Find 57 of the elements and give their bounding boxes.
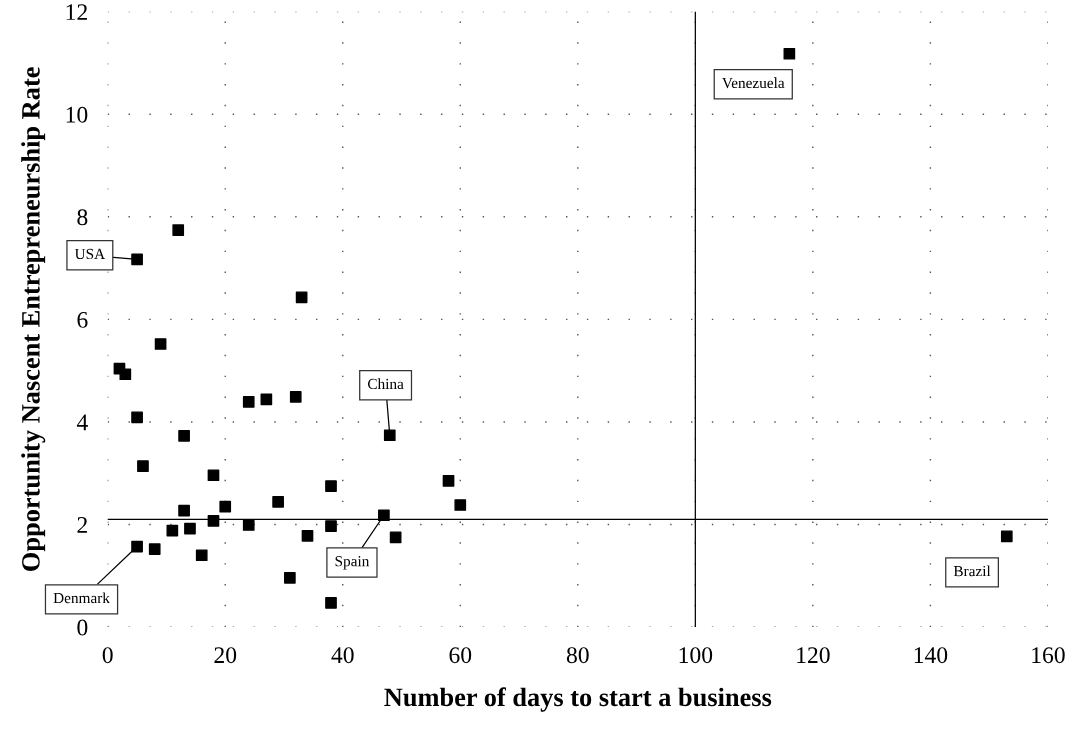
annotation: Brazil: [953, 565, 991, 577]
annotation: Denmark: [53, 592, 110, 604]
point: [207, 469, 220, 482]
point: [272, 496, 284, 508]
point: [284, 571, 296, 584]
x-tick-label: 100: [679, 647, 713, 664]
point: [301, 529, 314, 542]
y-tick-label: 8: [77, 209, 88, 226]
point: [295, 291, 308, 304]
point: [454, 499, 467, 511]
point: [184, 522, 196, 535]
point: [289, 390, 302, 403]
x-tick-label: 140: [914, 647, 948, 664]
y-axis-title: Opportunity Nascent Entrepreneurship Rate: [21, 67, 46, 571]
y-tick-label: 10: [66, 106, 88, 123]
x-tick-label: 120: [797, 647, 830, 664]
point: [242, 519, 255, 531]
point: [325, 520, 337, 532]
point: [783, 47, 796, 60]
point: [442, 475, 455, 487]
point: [389, 531, 402, 544]
x-tick-label: 60: [449, 647, 472, 664]
x-axis-title: Number of days to start a business: [384, 687, 772, 712]
point: [325, 480, 337, 492]
y-tick-label: 12: [66, 4, 87, 20]
point: [137, 460, 149, 472]
point: [166, 524, 179, 537]
y-tick-label: 2: [77, 517, 87, 533]
annotation: China: [367, 378, 404, 390]
point: [207, 515, 220, 527]
point: [195, 549, 208, 562]
point: [383, 429, 396, 442]
point: [131, 411, 143, 424]
x-tick-label: 80: [566, 647, 589, 664]
annotation: Venezuela: [722, 77, 785, 89]
point: [325, 597, 337, 609]
point: [131, 253, 143, 266]
point: [1000, 530, 1013, 543]
point: [260, 393, 273, 406]
point: [242, 396, 255, 408]
point: [219, 500, 232, 513]
point: [178, 504, 190, 517]
x-tick-label: 160: [1032, 647, 1065, 664]
point: [148, 543, 161, 555]
point: [172, 224, 185, 236]
point: [378, 509, 390, 522]
point: [178, 429, 190, 442]
x-tick-label: 40: [331, 647, 354, 664]
point: [119, 368, 132, 381]
y-tick-label: 4: [76, 414, 88, 431]
point: [154, 338, 167, 350]
y-tick-label: 6: [77, 311, 88, 328]
y-tick-label: 0: [77, 619, 88, 636]
x-tick-label: 0: [102, 647, 113, 664]
annotation: Spain: [335, 556, 370, 570]
x-tick-label: 20: [214, 647, 237, 664]
annotation: USA: [74, 248, 106, 260]
